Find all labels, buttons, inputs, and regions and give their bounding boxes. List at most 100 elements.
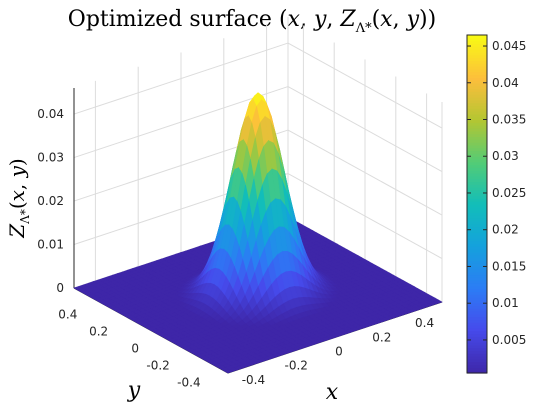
colorbar-swatch [467,237,487,242]
colorbar-swatch [467,311,487,315]
colorbar-swatch [467,49,487,53]
colorbar-tick-label: 0.01 [492,296,519,310]
colorbar-swatch [467,308,487,312]
colorbar-swatch [467,319,487,323]
y-axis-label: y [127,378,141,403]
y-tick-label: 0 [131,342,139,356]
colorbar-frame [466,34,488,374]
colorbar-swatch [467,127,487,132]
colorbar-tick-label: 0.015 [492,259,526,273]
colorbar-swatch [467,313,487,318]
colorbar-swatch [467,51,487,56]
colorbar-swatch [467,285,487,290]
colorbar-swatch [467,204,487,208]
z-tick-label: 0.01 [37,238,64,252]
surface-patch [223,369,234,374]
colorbar-swatch [467,299,487,304]
wall-grid-z [73,86,289,159]
colorbar-swatch [467,130,487,135]
colorbar-swatch [467,302,487,306]
colorbar-swatch [467,265,487,270]
colorbar-swatch [467,288,487,292]
colorbar-swatch [467,57,487,61]
colorbar-swatch [467,215,487,219]
z-axis-label: ZΛ*(x, y) [5,158,32,239]
colorbar-swatch [467,54,487,59]
colorbar-swatch [467,198,487,202]
x-axis-label: x [326,380,339,405]
colorbar-swatch [467,370,487,374]
colorbar-swatch [467,260,487,264]
colorbar-swatch [467,257,487,261]
colorbar-swatch [467,195,487,199]
colorbar-tick-label: 0.025 [492,186,526,200]
colorbar-swatch [467,274,487,278]
x-tick-label: 0 [335,345,343,359]
colorbar-swatch [467,330,487,335]
y-tick-label: -0.2 [146,359,169,373]
colorbar-swatch [467,144,487,149]
wall-grid-z [287,129,443,216]
colorbar-swatch [467,88,487,92]
colorbar-swatch [467,240,487,245]
colorbar-swatch [467,223,487,228]
wall-grid-z [287,42,443,129]
tick-labels: -0.4 -0.2 0 0.2 0.4 -0.4 -0.2 0 0.2 0.4 0 0.01 0.02 0… [37,107,434,389]
colorbar-swatch [467,263,487,267]
colorbar-swatch [467,173,487,177]
colorbar-swatch [467,43,487,47]
surface-plot [73,92,443,374]
colorbar-swatch [467,150,487,154]
colorbar-swatch [467,113,487,118]
colorbar-swatch [467,80,487,84]
colorbar-swatch [467,40,487,45]
colorbar-swatch [467,139,487,143]
colorbar-swatch [467,94,487,98]
colorbar-swatch [467,63,487,67]
y-tick-label: 0.4 [58,308,77,322]
z-tick-label: 0.02 [37,194,64,208]
colorbar-swatch [467,156,487,160]
colorbar-swatch [467,192,487,197]
colorbar-swatch [467,268,487,273]
colorbar-swatch [467,280,487,284]
colorbar-swatch [467,229,487,233]
colorbar-swatch [467,136,487,140]
colorbar-swatch [467,271,487,276]
colorbar-swatch [467,74,487,78]
colorbar-swatch [467,246,487,250]
colorbar-swatch [467,71,487,76]
colorbar-swatch [467,316,487,321]
colorbar-swatch [467,322,487,326]
z-tick-label: 0.04 [37,107,64,121]
colorbar-swatch [467,167,487,171]
colorbar-swatch [467,339,487,343]
colorbar-swatch [467,37,487,42]
colorbar-swatch [467,358,487,363]
colorbar-swatch [467,99,487,104]
colorbar-swatch [467,327,487,332]
colorbar-tick-label: 0.045 [492,39,526,53]
z-tick-label: 0 [56,281,64,295]
colorbar-swatch [467,102,487,107]
colorbar-swatch [467,206,487,211]
colorbar-swatch [467,82,487,87]
colorbar-swatch [467,234,487,239]
colorbar-swatch [467,282,487,287]
svg-text:ZΛ*(x, y): ZΛ*(x, y) [5,158,32,239]
colorbar-swatch [467,305,487,309]
colorbar-swatch [467,111,487,115]
colorbar-swatch [467,336,487,340]
colorbar-swatch [467,65,487,70]
colorbar: 0.005 0.01 0.015 0.02 0.025 0.03 0.035 0.04 0.04… [466,34,526,374]
x-tick-label: 0.2 [372,330,391,344]
wall-grid-z [287,86,443,173]
x-tick-label: -0.4 [242,373,265,387]
colorbar-swatch [467,175,487,180]
wall-grid-z [73,42,289,115]
colorbar-swatch [467,347,487,352]
colorbar-tick-label: 0.035 [492,113,526,127]
colorbar-swatch [467,91,487,95]
y-tick-label: -0.4 [177,376,200,390]
